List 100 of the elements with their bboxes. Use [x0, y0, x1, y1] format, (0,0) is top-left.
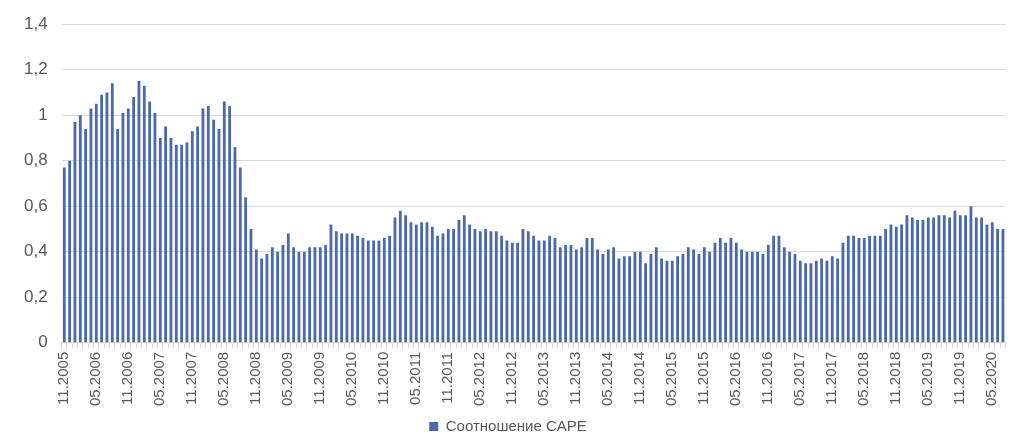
bar — [628, 256, 632, 343]
bar — [836, 258, 840, 343]
bar — [980, 217, 984, 343]
bar — [830, 256, 834, 343]
bar — [894, 226, 898, 343]
bar — [564, 244, 568, 343]
bar — [228, 106, 232, 343]
bar — [398, 210, 402, 343]
bar — [750, 251, 754, 343]
bar — [158, 137, 162, 343]
y-tick-label: 0,2 — [23, 286, 48, 306]
x-tick-label: 05.2007 — [150, 351, 168, 407]
x-tick-label: 05.2017 — [790, 351, 808, 407]
bar — [94, 103, 98, 343]
x-tick-label: 11.2019 — [950, 351, 968, 405]
bar — [926, 217, 930, 343]
bar — [782, 247, 786, 343]
bar — [510, 242, 514, 343]
bar — [110, 83, 114, 343]
bar — [340, 233, 344, 343]
bar — [526, 231, 530, 343]
x-tick-label: 11.2011 — [438, 351, 456, 404]
bar — [430, 226, 434, 343]
bar — [654, 247, 658, 343]
bar — [814, 260, 818, 343]
bar — [660, 258, 664, 343]
bar — [286, 233, 290, 343]
bar — [84, 128, 88, 343]
bar — [862, 238, 866, 343]
bar — [868, 235, 872, 343]
bar — [62, 167, 66, 343]
bar — [606, 249, 610, 343]
bar — [350, 233, 354, 343]
bar — [772, 235, 776, 343]
x-tick-label: 05.2013 — [534, 351, 552, 407]
bar — [942, 215, 946, 343]
bar — [446, 229, 450, 343]
bar — [516, 242, 520, 343]
x-tick-label: 11.2014 — [630, 351, 648, 405]
bar — [820, 258, 824, 343]
bar — [558, 247, 562, 343]
x-tick-label: 05.2019 — [918, 351, 936, 407]
bar — [718, 238, 722, 343]
y-tick-label: 1,2 — [23, 59, 48, 79]
bar — [964, 215, 968, 343]
bar — [388, 235, 392, 343]
bar — [276, 251, 280, 343]
bar — [174, 144, 178, 343]
bar — [292, 247, 296, 343]
bar — [708, 251, 712, 343]
bar — [302, 251, 306, 343]
bar — [622, 256, 626, 343]
bar — [766, 244, 770, 343]
legend-label: Соотношение CAPE — [445, 416, 587, 434]
bar — [180, 144, 184, 343]
bar — [318, 247, 322, 343]
bar — [916, 219, 920, 343]
bar — [590, 238, 594, 343]
bar — [260, 258, 264, 343]
x-tick-label: 11.2009 — [310, 351, 328, 405]
x-tick-label: 11.2010 — [374, 351, 392, 405]
bar — [436, 235, 440, 343]
bar — [702, 247, 706, 343]
bar — [484, 229, 488, 343]
bar — [334, 231, 338, 343]
bar — [196, 126, 200, 343]
x-tick-label: 05.2014 — [598, 351, 616, 407]
x-tick-label: 11.2016 — [758, 351, 776, 405]
y-tick-label: 0 — [38, 332, 48, 352]
x-tick-label: 05.2015 — [662, 351, 680, 407]
bar — [366, 240, 370, 343]
bar — [878, 235, 882, 343]
bar — [414, 224, 418, 343]
x-tick-label: 05.2016 — [726, 351, 744, 407]
x-tick-label: 11.2013 — [566, 351, 584, 405]
bar — [846, 235, 850, 343]
y-tick-label: 0,8 — [23, 150, 48, 170]
bar — [420, 222, 424, 343]
bar — [644, 263, 648, 343]
bar — [478, 231, 482, 343]
bar — [126, 108, 130, 343]
bar — [884, 229, 888, 343]
bar — [974, 217, 978, 343]
bar — [244, 197, 248, 343]
y-tick-label: 0,4 — [23, 241, 48, 261]
bar — [996, 229, 1000, 343]
bar — [740, 249, 744, 343]
bar — [78, 115, 82, 343]
bar — [724, 242, 728, 343]
bar — [100, 94, 104, 343]
x-tick-label: 11.2006 — [118, 351, 136, 405]
x-tick-label: 11.2005 — [54, 351, 72, 405]
bar — [212, 119, 216, 343]
bar — [676, 256, 680, 343]
bar — [164, 126, 168, 343]
bar — [324, 244, 328, 343]
bar — [372, 240, 376, 343]
x-tick-label: 11.2008 — [246, 351, 264, 405]
bar — [756, 251, 760, 343]
bar — [68, 160, 72, 343]
